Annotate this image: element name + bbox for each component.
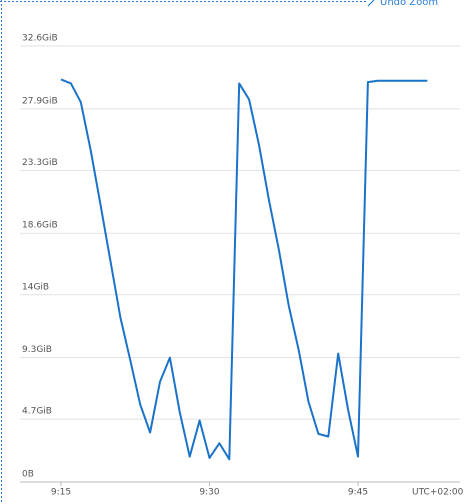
undo-zoom[interactable]: Undo Zoom bbox=[380, 0, 438, 8]
x-tick-label: 9:30 bbox=[199, 488, 219, 498]
y-tick-label: 18.6GiB bbox=[22, 221, 58, 231]
undo-icon[interactable] bbox=[367, 0, 375, 7]
series-line bbox=[60, 78, 428, 461]
timezone-label: UTC+02:00 bbox=[412, 488, 464, 498]
y-tick-label: 4.7GiB bbox=[22, 407, 52, 417]
y-tick-label: 32.6GiB bbox=[22, 34, 58, 44]
y-tick-label: 27.9GiB bbox=[22, 96, 58, 106]
x-tick-label: 9:45 bbox=[348, 488, 368, 498]
y-tick-label: 9.3GiB bbox=[22, 345, 52, 355]
x-tick-label: 9:15 bbox=[51, 488, 71, 498]
y-tick-label: 14GiB bbox=[22, 282, 49, 292]
y-tick-label: 0B bbox=[22, 470, 34, 480]
y-tick-label: 23.3GiB bbox=[22, 158, 58, 168]
